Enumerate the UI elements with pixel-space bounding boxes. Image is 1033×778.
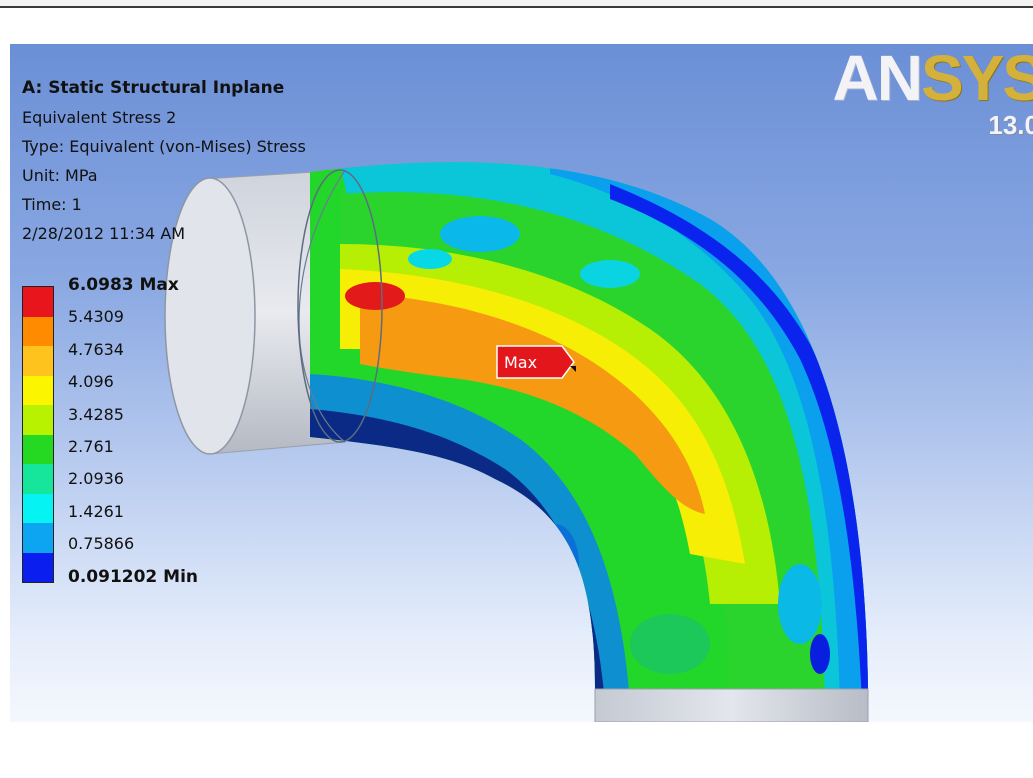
elbow-pipe-model[interactable]: Max: [10, 44, 1033, 722]
legend-value-label: 0.75866: [68, 534, 135, 554]
legend-value-label: 4.096: [68, 372, 114, 392]
graphics-viewport[interactable]: Max A: Static Structural Inplane Equival…: [10, 44, 1033, 722]
result-timestamp: 2/28/2012 11:34 AM: [22, 224, 186, 243]
legend-value-label: 2.761: [68, 437, 114, 456]
legend-value-label: 1.4261: [68, 501, 124, 521]
analysis-title: A: Static Structural Inplane: [22, 78, 285, 98]
result-time: Time: 1: [22, 195, 82, 214]
legend-value-label: 2.0936: [68, 469, 124, 489]
legend-max-label: 6.0983 Max: [68, 275, 179, 295]
max-probe-tag[interactable]: Max: [496, 345, 576, 379]
legend-swatch: [23, 434, 53, 464]
logo-text-an: AN: [832, 44, 923, 114]
legend-min-label: 0.091202 Min: [68, 566, 199, 587]
stress-contour-field: [310, 162, 868, 689]
stress-color-legend: [22, 286, 54, 583]
legend-value-label: 5.4309: [68, 307, 124, 327]
result-info-block: A: Static Structural Inplane Equivalent …: [22, 74, 306, 248]
legend-swatch: [23, 493, 53, 523]
legend-swatch: [23, 464, 53, 494]
ansys-logo: ANSYS: [833, 46, 1033, 110]
legend-swatch: [23, 346, 53, 376]
legend-swatch: [23, 552, 53, 582]
legend-value-label: 4.7634: [68, 339, 124, 359]
open-end-interior: [297, 169, 383, 443]
legend-swatch: [23, 405, 53, 435]
window-top-border: [0, 0, 1033, 8]
result-unit: Unit: MPa: [22, 166, 98, 185]
ansys-version: 13.0: [988, 110, 1033, 140]
max-probe-label: Max: [504, 353, 537, 372]
outlet-stub: [594, 688, 869, 722]
result-name: Equivalent Stress 2: [22, 108, 177, 127]
result-type: Type: Equivalent (von-Mises) Stress: [22, 137, 306, 156]
logo-text-sys: SYS: [920, 44, 1033, 114]
legend-swatch: [23, 523, 53, 553]
legend-swatch: [23, 316, 53, 346]
legend-swatch: [23, 287, 53, 317]
legend-swatch: [23, 375, 53, 405]
legend-value-label: 3.4285: [68, 404, 124, 424]
